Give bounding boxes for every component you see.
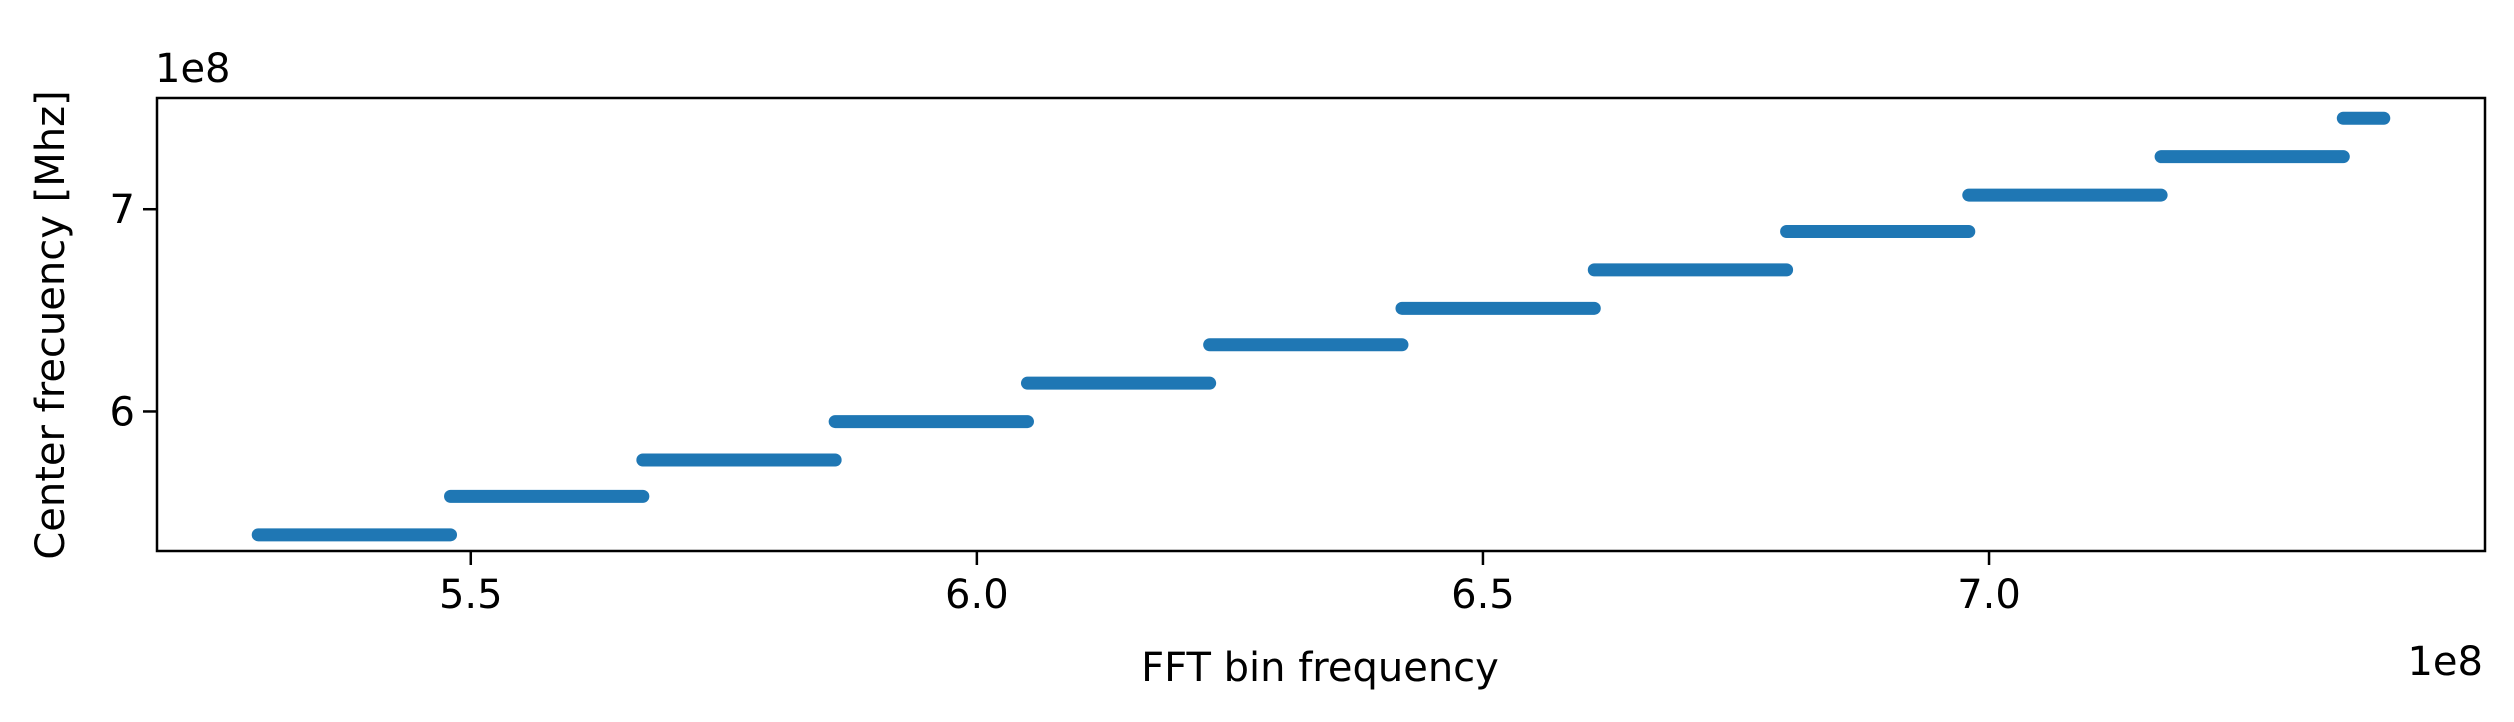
x-tick-label: 5.5 bbox=[439, 572, 503, 618]
plot-marks bbox=[251, 111, 2391, 542]
y-axis-ticks: 67 bbox=[110, 187, 157, 435]
x-tick-label: 7.0 bbox=[1957, 572, 2021, 618]
x-tick-label: 6.0 bbox=[945, 572, 1009, 618]
plot-frame bbox=[155, 96, 2487, 553]
y-tick-label: 6 bbox=[110, 389, 135, 435]
x-offset-text: 1e8 bbox=[2407, 639, 2483, 685]
y-offset-text: 1e8 bbox=[155, 46, 231, 92]
x-tick-label: 6.5 bbox=[1451, 572, 1515, 618]
x-axis-label: FFT bin frequency bbox=[1141, 645, 1499, 691]
y-axis-label: Center frecuency [Mhz] bbox=[28, 90, 74, 559]
x-axis-ticks: 5.5 6.0 6.5 7.0 bbox=[439, 551, 2021, 618]
y-tick-label: 7 bbox=[110, 187, 135, 233]
